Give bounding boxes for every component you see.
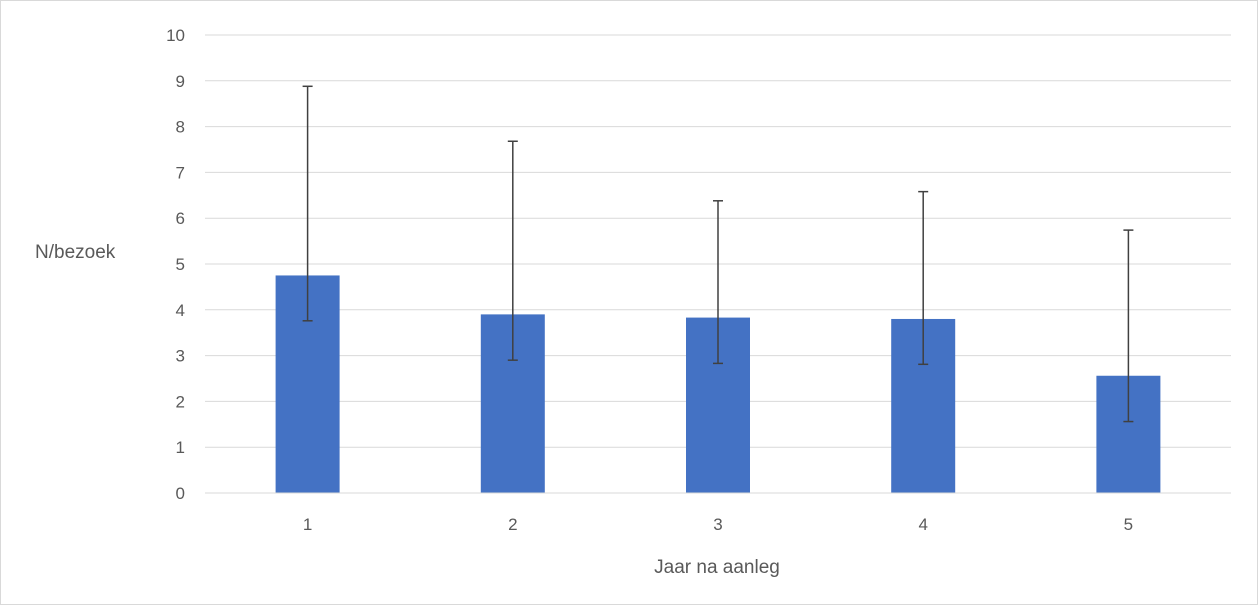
error-bar <box>507 140 518 361</box>
y-tick-label: 6 <box>176 209 185 228</box>
y-tick-label: 2 <box>176 392 185 411</box>
error-bar <box>1123 229 1134 423</box>
error-bar <box>918 190 929 366</box>
x-tick-label: 4 <box>918 515 927 534</box>
error-bar <box>713 200 723 365</box>
y-tick-label: 5 <box>176 255 185 274</box>
y-tick-labels: 0 1 2 3 4 5 6 7 8 9 10 <box>166 26 185 503</box>
y-tick-label: 8 <box>176 118 185 137</box>
x-tick-labels: 1 2 3 4 5 <box>303 515 1133 534</box>
y-tick-label: 9 <box>176 72 185 91</box>
error-bar <box>302 85 313 322</box>
y-tick-label: 1 <box>176 438 185 457</box>
y-tick-label: 0 <box>176 484 185 503</box>
x-axis-title: Jaar na aanleg <box>654 557 780 578</box>
x-tick-label: 3 <box>713 515 722 534</box>
y-tick-label: 7 <box>176 163 185 182</box>
x-tick-label: 1 <box>303 515 312 534</box>
y-tick-label: 4 <box>176 301 185 320</box>
x-tick-label: 2 <box>508 515 517 534</box>
x-tick-label: 5 <box>1124 515 1133 534</box>
y-axis-title: N/bezoek <box>35 242 116 263</box>
y-tick-label: 10 <box>166 26 185 45</box>
error-bars <box>302 85 1134 423</box>
y-tick-label: 3 <box>176 347 185 366</box>
